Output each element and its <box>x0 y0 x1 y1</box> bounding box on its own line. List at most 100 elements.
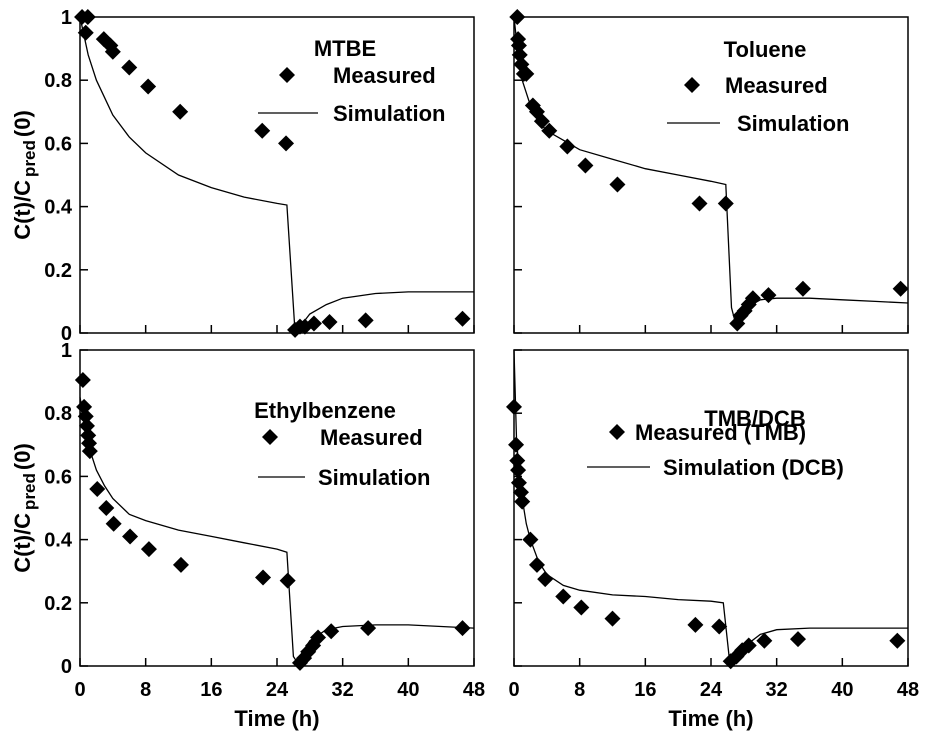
x-tick-label: 48 <box>463 679 485 701</box>
line <box>79 397 475 665</box>
legend-label: Simulation <box>318 465 430 490</box>
marker <box>105 515 122 532</box>
marker <box>528 556 545 573</box>
marker <box>506 398 522 415</box>
marker <box>357 312 374 329</box>
marker <box>573 599 590 616</box>
marker <box>687 616 704 633</box>
marker <box>78 417 95 434</box>
y-tick-label: 0.2 <box>44 593 72 615</box>
marker <box>278 135 295 152</box>
legend-label: Measured (TMB) <box>635 420 806 445</box>
marker <box>892 280 909 297</box>
legend-label: Simulation <box>737 111 849 136</box>
legend-marker <box>279 67 295 83</box>
x-tick-label: 32 <box>766 679 788 701</box>
x-tick-label: 48 <box>897 679 919 701</box>
marker <box>79 9 96 25</box>
marker <box>711 618 728 635</box>
marker <box>510 37 527 54</box>
x-tick-label: 24 <box>700 679 723 701</box>
legend-label: Measured <box>725 73 828 98</box>
marker <box>533 113 550 130</box>
y-axis-label-part: (0) <box>10 110 35 137</box>
panel: 0 8 16 24 32 40 48 0 0.2 0.4 0.6 0.8 1 Time (h) C(t)/C… <box>10 340 485 731</box>
panel: Toluene Measured Simulation <box>509 9 909 334</box>
marker <box>555 588 572 605</box>
marker <box>756 632 773 649</box>
marker <box>98 500 115 516</box>
x-axis-label: Time (h) <box>668 706 753 731</box>
marker <box>360 620 377 637</box>
y-tick-label: 0 <box>61 323 72 345</box>
marker <box>889 632 906 649</box>
marker <box>81 443 98 460</box>
x-tick-label: 40 <box>397 679 419 701</box>
marker <box>77 408 94 425</box>
y-axis-label-part: C(t)/C <box>10 180 35 240</box>
marker <box>254 122 271 139</box>
marker <box>509 9 526 25</box>
y-axis-label: C(t)/C pred (0) <box>10 443 39 573</box>
marker <box>559 138 576 155</box>
y-tick-label: 0.6 <box>44 466 72 488</box>
marker <box>305 315 322 332</box>
legend-label: Measured <box>333 63 436 88</box>
y-tick-label: 1 <box>61 340 72 362</box>
y-tick-label: 0 <box>61 656 72 678</box>
panel-title: MTBE <box>314 36 376 61</box>
marker <box>140 541 157 558</box>
panel-title: Ethylbenzene <box>254 398 396 423</box>
marker <box>604 610 621 627</box>
legend-label: Measured <box>320 425 423 450</box>
marker <box>279 572 296 589</box>
y-tick-label: 0.6 <box>44 133 72 155</box>
marker <box>717 195 734 212</box>
plot-frame <box>513 349 909 667</box>
marker <box>74 372 91 389</box>
marker <box>255 569 272 586</box>
y-tick-label: 1 <box>61 7 72 29</box>
legend-marker <box>684 77 700 93</box>
marker <box>509 452 526 469</box>
marker <box>77 24 94 41</box>
x-tick-label: 0 <box>74 679 85 701</box>
marker <box>691 195 708 212</box>
legend-marker <box>609 424 625 440</box>
line <box>79 16 474 335</box>
legend-marker <box>262 429 278 445</box>
marker <box>508 436 525 453</box>
panel-title: TMB/DCB <box>704 406 805 431</box>
line <box>513 16 909 325</box>
marker <box>454 310 471 327</box>
legend-label: Simulation <box>333 101 445 126</box>
legend-label: Simulation (DCB) <box>663 455 844 480</box>
marker <box>577 157 594 174</box>
y-tick-label: 0.8 <box>44 70 72 92</box>
x-tick-label: 16 <box>200 679 222 701</box>
x-tick-label: 8 <box>574 679 585 701</box>
plot-frame <box>513 16 909 334</box>
x-tick-label: 40 <box>831 679 853 701</box>
y-tick-label: 0.2 <box>44 260 72 282</box>
x-tick-label: 16 <box>634 679 656 701</box>
marker <box>121 59 138 76</box>
x-tick-label: 0 <box>508 679 519 701</box>
y-tick-label: 0.4 <box>44 530 73 552</box>
x-tick-label: 24 <box>266 679 289 701</box>
y-tick-label: 0.4 <box>44 197 73 219</box>
marker <box>794 280 811 297</box>
marker <box>172 556 189 573</box>
panel-title: Toluene <box>724 37 807 62</box>
x-tick-label: 32 <box>332 679 354 701</box>
y-axis-label-part: C(t)/C <box>10 513 35 573</box>
marker <box>760 287 777 304</box>
marker <box>537 571 554 588</box>
marker <box>323 623 340 640</box>
marker <box>321 313 338 330</box>
y-axis-label-part: pred <box>20 473 39 510</box>
x-tick-label: 8 <box>140 679 151 701</box>
